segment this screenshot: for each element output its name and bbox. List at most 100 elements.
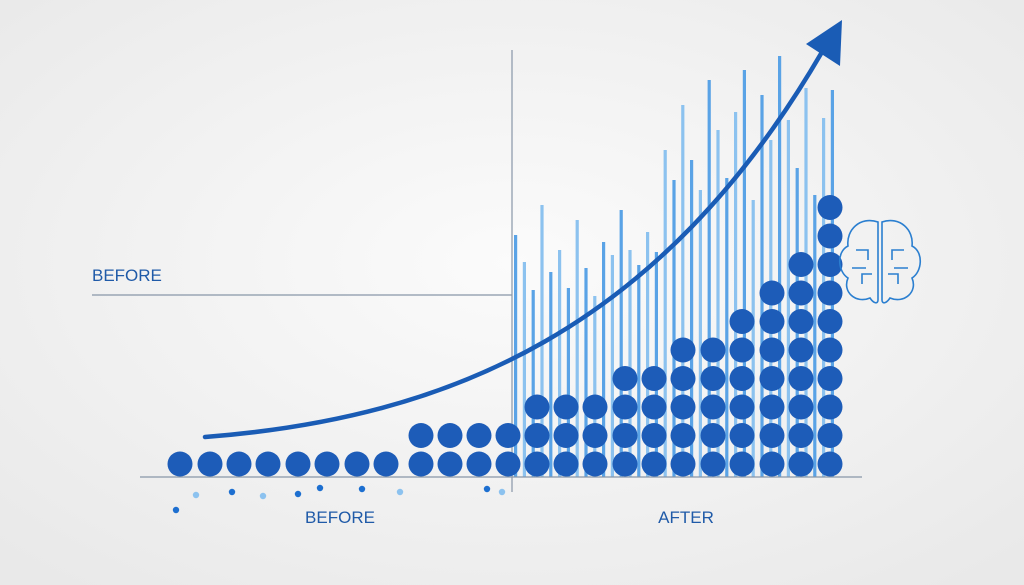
circle-unit	[817, 252, 843, 277]
circle-unit	[344, 451, 370, 477]
speck	[316, 484, 324, 492]
thin-bar	[654, 252, 658, 477]
circle-unit	[817, 394, 843, 420]
circle-unit	[285, 451, 311, 477]
circle-unit	[495, 451, 521, 477]
thin-bar	[628, 250, 632, 477]
thin-bar	[646, 232, 650, 477]
circle-unit	[197, 451, 223, 477]
thin-bar	[769, 140, 773, 477]
circle-unit	[729, 337, 755, 363]
before-label: BEFORE	[305, 508, 375, 527]
circle-unit	[788, 252, 814, 277]
circle-unit	[582, 423, 608, 448]
circle-unit	[729, 309, 755, 334]
circle-unit	[817, 309, 843, 334]
circle-unit	[524, 394, 550, 420]
circle-unit	[700, 451, 726, 477]
circle-unit	[788, 309, 814, 334]
circle-unit	[817, 451, 843, 477]
circle-unit	[553, 423, 579, 448]
circle-unit	[700, 423, 726, 448]
circle-unit	[524, 423, 550, 448]
circle-unit	[788, 451, 814, 477]
growth-arrow	[202, 49, 825, 440]
circle-unit	[670, 423, 696, 448]
circle-unit	[314, 451, 340, 477]
speck	[396, 488, 404, 496]
brain-right	[881, 219, 922, 304]
circle-unit	[729, 423, 755, 448]
circle-unit	[226, 451, 252, 477]
circle-unit	[700, 366, 726, 391]
circle-unit	[612, 451, 638, 477]
thin-bar	[522, 262, 526, 477]
thin-bar	[742, 70, 746, 477]
circle-unit	[641, 366, 667, 391]
circle-unit	[167, 451, 193, 477]
small-dots	[172, 484, 506, 514]
circle-unit	[729, 451, 755, 477]
thin-bar	[672, 180, 676, 477]
speck	[228, 488, 236, 496]
thin-bar	[690, 160, 694, 477]
thin-bar	[716, 130, 720, 477]
thin-bar	[566, 288, 570, 477]
speck	[294, 490, 302, 498]
thin-bar	[610, 255, 614, 477]
brain-icon	[838, 219, 922, 304]
thin-bar	[593, 296, 597, 477]
circle-unit	[759, 337, 785, 363]
circle-unit	[729, 394, 755, 420]
circle-unit	[408, 423, 434, 448]
thin-bar	[725, 178, 729, 477]
circle-unit	[817, 280, 843, 306]
circle-unit	[408, 451, 434, 477]
speck	[498, 488, 506, 496]
circle-unit	[582, 451, 608, 477]
circle-unit	[255, 451, 281, 477]
thin-bar	[575, 220, 579, 477]
thin-bar	[698, 190, 702, 477]
speck	[483, 485, 491, 493]
thin-bar	[813, 195, 817, 477]
circle-unit	[788, 280, 814, 306]
circle-unit	[759, 280, 785, 306]
circle-unit	[373, 451, 399, 477]
thin-bar	[602, 242, 606, 477]
circle-unit	[788, 337, 814, 363]
arrow-head	[806, 20, 842, 66]
brain-left	[838, 219, 879, 304]
circle-unit	[670, 366, 696, 391]
circle-unit	[817, 366, 843, 391]
circle-unit	[437, 423, 463, 448]
circle-unit	[670, 394, 696, 420]
circle-unit	[641, 451, 667, 477]
circle-unit	[759, 309, 785, 334]
circle-unit	[670, 451, 696, 477]
circle-unit	[788, 366, 814, 391]
circle-unit	[641, 394, 667, 420]
brain-circuits	[852, 249, 908, 284]
circle-unit	[466, 423, 492, 448]
thin-bar	[778, 56, 782, 477]
thin-bar	[681, 105, 685, 477]
before-label-top: BEFORE	[92, 266, 162, 285]
circle-stacks	[167, 195, 843, 477]
circle-unit	[612, 394, 638, 420]
circle-unit	[788, 394, 814, 420]
circle-unit	[466, 451, 492, 477]
circle-unit	[612, 366, 638, 391]
thin-bar	[584, 268, 588, 477]
thin-bar	[707, 80, 711, 477]
circle-unit	[788, 423, 814, 448]
circle-unit	[437, 451, 463, 477]
thin-bar	[531, 290, 535, 477]
circle-unit	[759, 366, 785, 391]
circle-unit	[759, 451, 785, 477]
circle-unit	[700, 337, 726, 363]
speck	[192, 491, 200, 499]
circle-unit	[553, 451, 579, 477]
